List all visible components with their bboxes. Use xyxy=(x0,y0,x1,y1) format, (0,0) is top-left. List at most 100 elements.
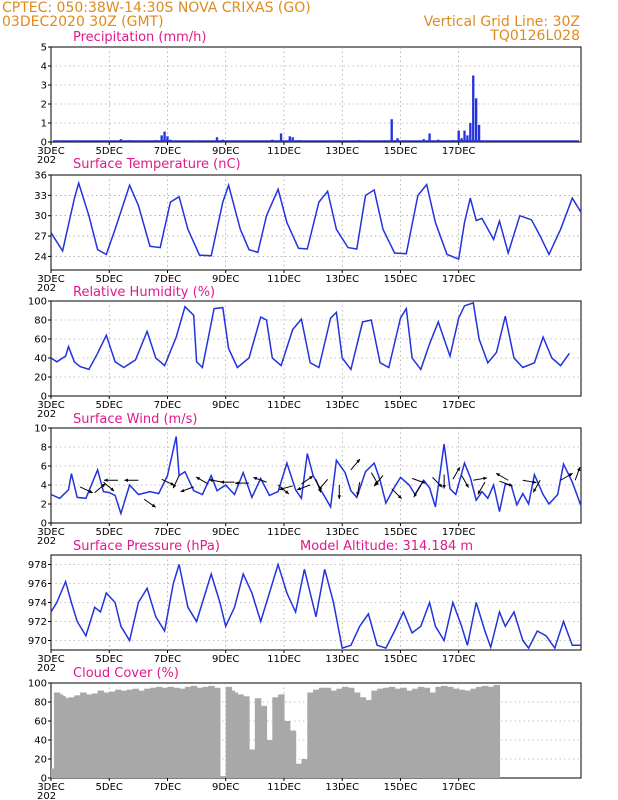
y-tick-label: 10 xyxy=(34,424,47,435)
y-tick-label: 3 xyxy=(41,81,47,92)
x-tick-label: 3DEC xyxy=(37,527,64,538)
y-tick-label: 4 xyxy=(41,481,47,492)
cloud-bar xyxy=(173,687,180,778)
x-tick-label: 7DEC xyxy=(154,527,181,538)
series-line xyxy=(50,561,581,650)
wind-arrow-head xyxy=(284,490,289,494)
y-tick-label: 40 xyxy=(34,736,47,747)
x-tick-label: 3DEC xyxy=(37,400,64,411)
y-tick-label: 972 xyxy=(28,617,47,628)
cloud-bar xyxy=(481,685,489,778)
cloud-bar xyxy=(115,689,122,778)
precip-bar xyxy=(390,119,393,142)
x-tick-label: 15DEC xyxy=(384,527,418,538)
y-tick-label: 0 xyxy=(41,519,47,530)
y-tick-label: 5 xyxy=(41,43,47,54)
x-tick-label: 15DEC xyxy=(384,274,418,285)
precip-bar xyxy=(472,75,475,142)
chart-marks: 0 1 2 3 4 5 3DEC 5DEC 7DEC 9DEC 11DEC 13DEC 15DEC 17D… xyxy=(28,43,582,800)
cloud-bar xyxy=(208,685,215,778)
cloud-bar xyxy=(237,694,244,778)
header-model-code: TQ0126L028 xyxy=(489,28,580,44)
wind-arrow-head xyxy=(356,492,360,496)
cloud-bar xyxy=(423,687,431,778)
cloud-bar xyxy=(435,686,442,778)
precipitation-frame xyxy=(50,46,582,143)
wind-arrow-head xyxy=(373,482,378,487)
y-tick-label: 970 xyxy=(28,636,47,647)
cloud-bar xyxy=(278,694,285,778)
precip-bar xyxy=(279,133,283,142)
y-tick-label: 20 xyxy=(34,373,47,384)
x-tick-label: 11DEC xyxy=(267,146,301,157)
cloud-bar xyxy=(266,740,273,778)
cloud-bar xyxy=(441,685,448,778)
cloud-bar xyxy=(62,698,70,778)
y-tick-label: 976 xyxy=(28,579,47,590)
y-tick-label: 974 xyxy=(28,598,47,609)
wind-arrow-head xyxy=(397,494,402,499)
y-tick-label: 80 xyxy=(34,316,47,327)
y-tick-label: 0 xyxy=(41,774,47,785)
y-tick-label: 80 xyxy=(34,698,47,709)
x-tick-label: 5DEC xyxy=(96,782,123,793)
wind-title: Surface Wind (m/s) xyxy=(73,412,197,427)
wind-arrow-head xyxy=(253,476,258,481)
x-year-label: 202 xyxy=(37,791,56,800)
header-date: 03DEC2020 30Z (GMT) xyxy=(2,14,164,30)
cloud-bar xyxy=(342,686,349,778)
cloud-bar xyxy=(353,692,361,778)
wind-arrow-head xyxy=(421,480,426,484)
cloud-bar xyxy=(377,688,384,778)
wind-arrow-head xyxy=(456,467,460,472)
wind-arrow-head xyxy=(465,483,469,488)
cloud-bar xyxy=(272,697,279,778)
precip-bar xyxy=(396,138,399,142)
cloud-bar xyxy=(260,705,268,778)
y-tick-label: 100 xyxy=(28,297,47,308)
wind-arrow-head xyxy=(356,459,360,463)
cloud-bar xyxy=(458,689,466,778)
y-tick-label: 60 xyxy=(34,335,47,346)
x-year-label: 202 xyxy=(37,536,56,547)
cloud-bar xyxy=(155,686,163,778)
x-tick-label: 15DEC xyxy=(384,782,418,793)
x-tick-label: 5DEC xyxy=(96,400,123,411)
cloud-bar xyxy=(307,692,314,778)
wind-arrow-head xyxy=(577,467,581,472)
cloud-bar xyxy=(167,686,174,778)
wind-arrow-head xyxy=(151,503,156,508)
cloud-bar xyxy=(190,685,198,778)
y-tick-label: 30 xyxy=(34,211,47,222)
series-line xyxy=(50,436,582,517)
wind-arrow-head xyxy=(442,484,446,489)
wind-arrow-head xyxy=(477,490,482,495)
cloud-bar xyxy=(254,698,262,778)
cloud-bar xyxy=(150,687,157,778)
cloud-bar xyxy=(394,688,402,778)
y-tick-label: 1 xyxy=(41,119,47,130)
cloud-bar xyxy=(429,692,436,778)
y-tick-label: 24 xyxy=(34,252,47,263)
x-tick-label: 9DEC xyxy=(212,274,239,285)
wind-arrow-head xyxy=(101,483,106,488)
wind-arrow-head xyxy=(532,480,537,484)
y-tick-label: 6 xyxy=(41,462,47,473)
precip-bar xyxy=(291,137,294,142)
x-tick-label: 5DEC xyxy=(96,146,123,157)
precipitation-title: Precipitation (mm/h) xyxy=(73,30,206,45)
cloud-bar xyxy=(452,688,460,778)
model-altitude-note: Model Altitude: 314.184 m xyxy=(300,539,473,554)
cloud-bar xyxy=(487,686,495,778)
x-tick-label: 7DEC xyxy=(154,274,181,285)
cloud-bar xyxy=(126,689,134,778)
precip-bar xyxy=(288,136,291,142)
pressure-title: Surface Pressure (hPa) xyxy=(73,539,220,554)
y-tick-label: 100 xyxy=(28,679,47,690)
x-tick-label: 7DEC xyxy=(154,146,181,157)
cloud-bar xyxy=(470,688,477,778)
precip-bar xyxy=(466,135,469,142)
cloud-bar xyxy=(412,688,419,778)
cloud-bar xyxy=(406,690,413,778)
